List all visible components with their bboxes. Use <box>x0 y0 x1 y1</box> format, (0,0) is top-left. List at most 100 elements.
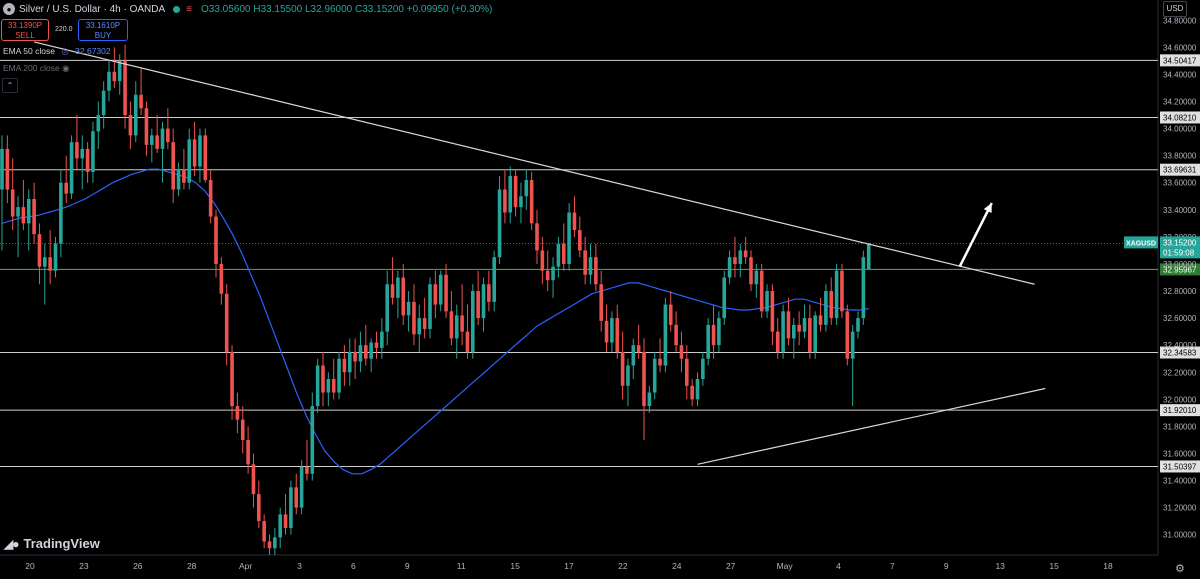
currency-selector[interactable]: USD <box>1163 1 1187 17</box>
y-tick-1: 34.60000 <box>1163 43 1197 52</box>
candle-body-37 <box>198 135 202 167</box>
candle-body-111 <box>594 257 598 285</box>
eye-icon[interactable]: ◉ <box>62 63 70 73</box>
candle-body-139 <box>743 250 748 258</box>
level-tag-2 <box>1160 163 1200 176</box>
level-label-4: 32.34583 <box>1163 349 1197 358</box>
candle-body-3 <box>16 207 20 217</box>
y-tick-3: 34.20000 <box>1163 98 1197 107</box>
candle-body-43 <box>230 351 234 407</box>
candle-body-84 <box>449 311 454 339</box>
candle-body-51 <box>273 537 277 549</box>
candle-body-157 <box>840 270 844 312</box>
spread-value: 220.0 <box>55 26 73 33</box>
candle-body-66 <box>353 351 357 362</box>
flag-icon[interactable]: ≡ <box>186 3 192 15</box>
candle-body-12 <box>64 182 68 194</box>
candle-body-18 <box>96 115 101 132</box>
candle-body-73 <box>390 284 395 298</box>
candle-body-120 <box>642 351 646 407</box>
candle-body-31 <box>166 128 170 143</box>
x-tick-1: 23 <box>79 561 89 571</box>
candle-body-117 <box>626 365 630 386</box>
candle-countdown: 01:59:08 <box>1163 248 1195 257</box>
y-tick-4: 34.00000 <box>1163 125 1197 134</box>
sell-button[interactable]: 33.1390P SELL <box>1 19 49 41</box>
candle-body-1 <box>5 148 10 190</box>
candle-body-97 <box>519 196 523 208</box>
candle-body-22 <box>117 60 122 82</box>
candle-body-119 <box>636 345 641 352</box>
candle-body-64 <box>342 358 347 373</box>
buy-price: 33.1610P <box>85 21 121 30</box>
ema200-legend[interactable]: EMA 200 close ◉ <box>3 63 70 74</box>
candle-body-94 <box>503 189 507 213</box>
silver-symbol-icon: ● <box>3 3 15 15</box>
level-tag-3 <box>1160 263 1200 276</box>
candle-body-152 <box>813 315 817 352</box>
level-label-6: 31.50397 <box>1163 462 1197 471</box>
price-axis[interactable]: 34.80000 34.60000 34.40000 34.20000 34.00000… <box>1163 16 1197 539</box>
candle-body-75 <box>401 277 406 316</box>
candle-body-67 <box>358 345 363 362</box>
ema50-legend[interactable]: EMA 50 close ◎ 32.67302 <box>3 46 111 57</box>
chevron-up-icon[interactable]: ⌃ <box>2 78 18 93</box>
symbol-tag-text: XAGUSD <box>1126 240 1156 247</box>
candle-body-70 <box>374 342 379 348</box>
candle-body-87 <box>465 331 470 352</box>
candle-body-126 <box>674 324 678 346</box>
candle-body-104 <box>556 243 561 267</box>
buy-button[interactable]: 33.1610P BUY <box>78 19 128 41</box>
candle-body-137 <box>733 257 737 264</box>
time-axis[interactable]: 20 23 26 28 Apr 3 6 9 11 15 17 22 24 27 May 4 7 9 13 15 18 <box>25 561 1113 571</box>
horizontal-levels[interactable]: 34.50417 34.08210 33.69631 32.95967 32.34583… <box>0 54 1200 473</box>
current-price-tag-bg <box>1160 236 1200 259</box>
trendlines[interactable] <box>33 41 1046 465</box>
y-tick-17: 31.40000 <box>1163 477 1197 486</box>
breakout-arrow-shaft <box>958 202 993 268</box>
chart-header: ● Silver / U.S. Dollar · 4h · OANDA ≡ O3… <box>0 0 492 18</box>
candle-body-11 <box>59 182 63 244</box>
candle-body-27 <box>144 108 149 145</box>
candle-body-36 <box>192 139 197 167</box>
candle-body-128 <box>685 358 689 386</box>
x-tick-4: Apr <box>239 561 252 571</box>
candle-body-86 <box>460 315 464 332</box>
candle-body-2 <box>10 189 15 217</box>
candle-body-69 <box>369 342 373 359</box>
y-tick-10: 32.80000 <box>1163 287 1197 296</box>
symbol-title[interactable]: Silver / U.S. Dollar · 4h · OANDA <box>19 3 166 15</box>
gear-icon[interactable]: ⚙ <box>1175 563 1185 575</box>
buy-label: BUY <box>94 31 112 40</box>
candle-body-4 <box>21 207 26 224</box>
candle-body-83 <box>444 274 448 312</box>
y-tick-5: 33.80000 <box>1163 152 1197 161</box>
candle-body-100 <box>535 223 539 251</box>
candle-body-124 <box>663 304 668 366</box>
candle-body-59 <box>315 365 320 407</box>
candle-body-95 <box>508 175 513 213</box>
candle-body-79 <box>422 318 427 329</box>
ema50-value: 32.67302 <box>75 46 111 56</box>
x-tick-20: 18 <box>1103 561 1113 571</box>
candle-body-131 <box>701 358 705 380</box>
candle-body-144 <box>770 291 775 332</box>
candle-body-81 <box>433 284 438 305</box>
candle-body-40 <box>214 216 218 264</box>
candle-body-52 <box>278 514 282 538</box>
candle-body-8 <box>43 257 47 267</box>
candle-body-125 <box>668 304 673 325</box>
candle-body-91 <box>487 284 491 302</box>
candle-body-71 <box>380 331 384 348</box>
candle-body-141 <box>754 270 759 285</box>
candle-body-16 <box>85 148 90 172</box>
candle-body-116 <box>620 351 625 386</box>
y-tick-9: 33.00000 <box>1163 260 1197 269</box>
candle-body-55 <box>294 487 299 508</box>
tradingview-logo[interactable]: ◢● TradingView <box>4 536 100 551</box>
candle-body-10 <box>53 243 58 271</box>
x-tick-12: 24 <box>672 561 682 571</box>
candle-body-158 <box>845 311 850 359</box>
